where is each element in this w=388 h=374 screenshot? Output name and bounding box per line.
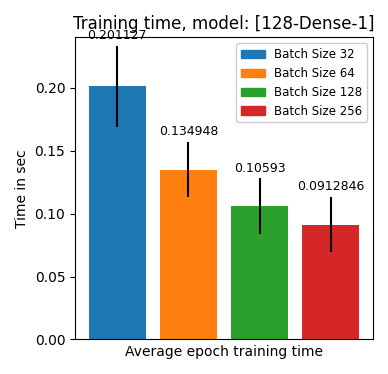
- Legend: Batch Size 32, Batch Size 64, Batch Size 128, Batch Size 256: Batch Size 32, Batch Size 64, Batch Size…: [236, 43, 367, 122]
- Bar: [160, 169, 217, 340]
- Bar: [231, 206, 288, 340]
- Text: 0.201127: 0.201127: [87, 29, 147, 42]
- X-axis label: Average epoch training time: Average epoch training time: [125, 345, 323, 359]
- Text: 0.0912846: 0.0912846: [297, 180, 365, 193]
- Title: Training time, model: [128-Dense-1]: Training time, model: [128-Dense-1]: [73, 15, 375, 33]
- Text: 0.10593: 0.10593: [234, 162, 286, 175]
- Text: 0.134948: 0.134948: [159, 125, 218, 138]
- Bar: [88, 86, 146, 340]
- Bar: [302, 224, 359, 340]
- Y-axis label: Time in sec: Time in sec: [15, 149, 29, 228]
